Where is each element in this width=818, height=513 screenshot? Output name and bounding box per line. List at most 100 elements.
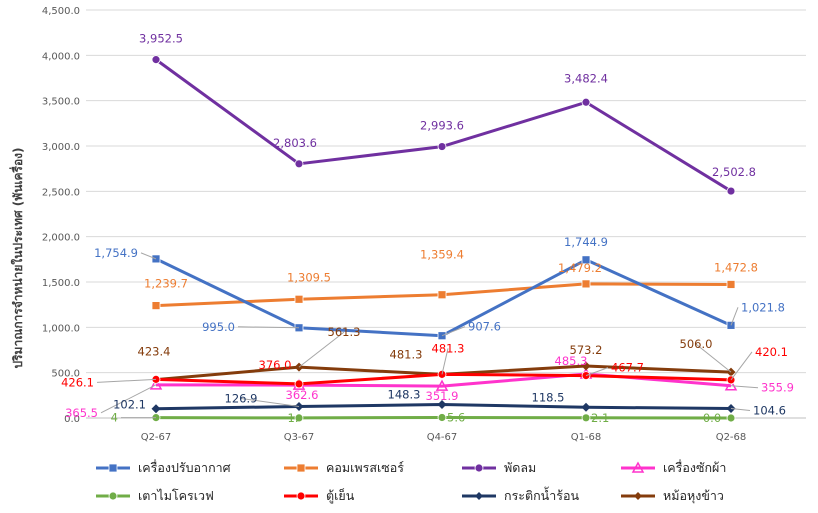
data-label: 351.9 bbox=[426, 389, 459, 403]
data-label: 148.3 bbox=[388, 388, 421, 402]
data-label: 2,502.8 bbox=[712, 165, 756, 179]
data-point bbox=[726, 413, 736, 423]
data-label: 1,472.8 bbox=[714, 260, 758, 274]
legend-label: เครื่องซักผ้า bbox=[663, 459, 726, 475]
data-point bbox=[726, 280, 736, 289]
data-point bbox=[294, 294, 304, 304]
data-label: 118.5 bbox=[532, 390, 565, 404]
data-point bbox=[581, 413, 591, 423]
data-point bbox=[726, 186, 736, 196]
data-label: 573.2 bbox=[570, 343, 603, 357]
data-label: 2.1 bbox=[591, 411, 609, 425]
y-tick-label: 1,000.0 bbox=[42, 323, 80, 334]
leader-line bbox=[237, 326, 300, 329]
data-point bbox=[437, 413, 447, 422]
data-label: 481.3 bbox=[390, 347, 423, 361]
leader-line bbox=[96, 378, 157, 383]
data-label: 420.1 bbox=[755, 345, 788, 359]
data-label: 1,744.9 bbox=[564, 235, 608, 249]
data-label: 1,021.8 bbox=[741, 300, 785, 314]
data-label: 355.9 bbox=[761, 381, 794, 395]
leader-line bbox=[441, 348, 449, 375]
data-label: 423.4 bbox=[138, 345, 171, 359]
data-point bbox=[437, 142, 447, 151]
data-point bbox=[581, 97, 591, 107]
data-point bbox=[151, 301, 161, 311]
legend-item: เครื่องซักผ้า bbox=[621, 459, 726, 475]
legend-item: ตู้เย็น bbox=[284, 488, 355, 504]
y-tick-label: 2,000.0 bbox=[42, 233, 80, 244]
legend-item: เตาไมโครเวฟ bbox=[96, 488, 214, 503]
x-tick-label: Q2-67 bbox=[141, 432, 172, 443]
leader-line bbox=[100, 384, 157, 414]
y-axis-label: ปริมาณการจำหน่ายในประเทศ (พันเครื่อง) bbox=[9, 147, 25, 368]
data-label: 1. bbox=[288, 411, 299, 425]
data-label: 5.6 bbox=[447, 410, 465, 424]
legend-item: พัดลม bbox=[462, 460, 536, 475]
data-label: 4 bbox=[111, 411, 118, 425]
data-label: 907.6 bbox=[468, 320, 501, 334]
legend-item: กระติกน้ำร้อน bbox=[462, 486, 579, 503]
legend: เครื่องปรับอากาศ คอมเพรสเซอร์ พัดลม เครื่อง… bbox=[96, 459, 726, 504]
data-label: 2,993.6 bbox=[420, 119, 464, 133]
data-label: 426.1 bbox=[61, 375, 94, 389]
leader-line bbox=[695, 343, 732, 373]
leader-line bbox=[585, 367, 609, 377]
data-label: 1,754.9 bbox=[94, 246, 138, 260]
legend-label: ตู้เย็น bbox=[326, 488, 355, 504]
legend-label: คอมเพรสเซอร์ bbox=[326, 460, 404, 475]
data-label: 1,359.4 bbox=[420, 248, 464, 262]
leader-line bbox=[298, 331, 345, 368]
leader-line bbox=[730, 307, 739, 326]
y-tick-label: 4,500.0 bbox=[42, 6, 80, 17]
legend-item: หม้อหุงข้าว bbox=[621, 488, 724, 504]
data-point bbox=[108, 463, 118, 473]
x-tick-label: Q4-67 bbox=[427, 432, 458, 443]
legend-label: พัดลม bbox=[504, 460, 536, 475]
data-label: 102.1 bbox=[113, 398, 146, 412]
data-point bbox=[294, 379, 304, 389]
data-label: 0.0 bbox=[703, 411, 721, 425]
data-labels: 1,754.9 995.0 907.6 1,744.9 1,021.8 1,239.7 1,… bbox=[61, 32, 794, 425]
y-tick-label: 500.0 bbox=[51, 369, 80, 380]
leader-line bbox=[441, 326, 466, 337]
data-label: 467.7 bbox=[611, 361, 644, 375]
y-tick-label: 1,500.0 bbox=[42, 278, 80, 289]
data-point bbox=[296, 491, 306, 501]
data-label: 1,239.7 bbox=[144, 277, 188, 291]
y-tick-label: 3,000.0 bbox=[42, 142, 80, 153]
leader-line bbox=[240, 397, 300, 407]
data-point bbox=[631, 461, 645, 473]
y-axis-ticks: 0.0 500.0 1,000.0 1,500.0 2,000.0 2,500.0 3,00… bbox=[42, 6, 80, 425]
data-point bbox=[294, 413, 304, 423]
data-point bbox=[151, 55, 161, 65]
data-label: 485.3 bbox=[555, 354, 588, 368]
data-label: 561.3 bbox=[328, 325, 361, 339]
legend-item: เครื่องปรับอากาศ bbox=[96, 459, 231, 475]
data-label: 506.0 bbox=[680, 337, 713, 351]
data-point bbox=[151, 404, 161, 414]
leader-line bbox=[140, 252, 157, 260]
data-label: 1,309.5 bbox=[287, 270, 331, 284]
legend-label: เครื่องปรับอากาศ bbox=[138, 459, 231, 475]
data-point bbox=[435, 379, 449, 391]
data-point bbox=[581, 361, 591, 371]
y-tick-label: 2,500.0 bbox=[42, 187, 80, 198]
data-label: 3,482.4 bbox=[564, 71, 608, 85]
x-axis-ticks: Q2-67 Q3-67 Q4-67 Q1-68 Q2-68 bbox=[141, 432, 747, 443]
legend-item: คอมเพรสเซอร์ bbox=[284, 460, 404, 475]
leader-line bbox=[730, 385, 759, 389]
data-label: 481.3 bbox=[432, 341, 465, 355]
leader-line bbox=[730, 351, 753, 381]
data-point bbox=[437, 400, 447, 410]
x-tick-label: Q3-67 bbox=[284, 432, 315, 443]
data-point bbox=[437, 290, 447, 300]
x-tick-label: Q1-68 bbox=[571, 432, 602, 443]
data-label: 3,952.5 bbox=[139, 32, 183, 46]
legend-label: เตาไมโครเวฟ bbox=[138, 488, 214, 503]
x-tick-label: Q2-68 bbox=[716, 432, 747, 443]
data-point bbox=[581, 279, 591, 289]
data-point bbox=[294, 159, 304, 169]
legend-label: หม้อหุงข้าว bbox=[663, 488, 724, 504]
